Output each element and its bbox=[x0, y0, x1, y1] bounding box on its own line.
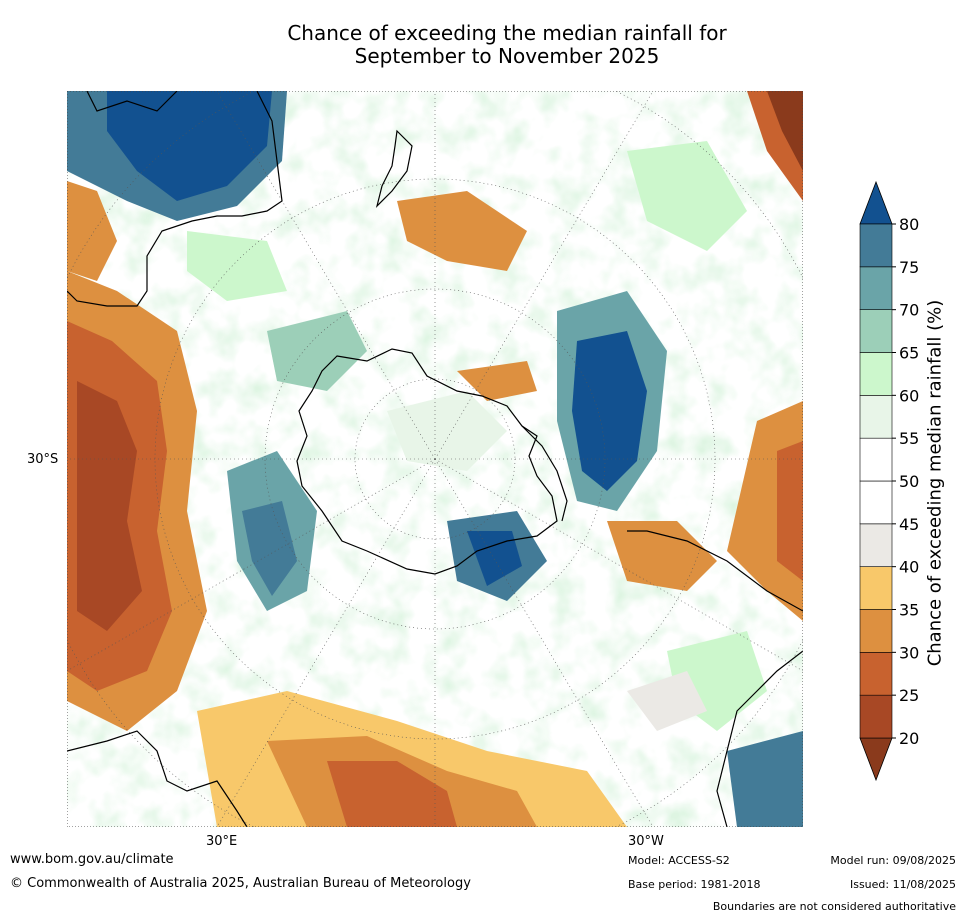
chart-title: Chance of exceeding the median rainfall … bbox=[0, 22, 965, 68]
lon-label-30e: 30°E bbox=[206, 834, 238, 849]
colorbar-label: Chance of exceeding median rainfall (%) bbox=[924, 299, 946, 667]
colorbar-under-extend bbox=[859, 737, 893, 782]
colorbar-swatches bbox=[859, 180, 893, 782]
title-line-1: Chance of exceeding the median rainfall … bbox=[287, 21, 727, 45]
colorbar-band bbox=[859, 694, 893, 739]
footer-issued: Issued: 11/08/2025 bbox=[849, 878, 956, 891]
antarctic-peninsula bbox=[521, 425, 568, 522]
footer-url[interactable]: www.bom.gov.au/climate bbox=[10, 852, 174, 867]
footer-disclaimer: Boundaries are not considered authoritat… bbox=[712, 900, 956, 913]
colorbar-band bbox=[859, 266, 893, 310]
footer-copyright: © Commonwealth of Australia 2025, Austra… bbox=[10, 876, 471, 891]
rainfall-map bbox=[67, 91, 803, 827]
anomaly-blobs bbox=[67, 91, 803, 827]
colorbar-tick-label: 40 bbox=[899, 558, 919, 577]
new-zealand-coast bbox=[375, 129, 413, 208]
footer-model: Model: ACCESS-S2 bbox=[628, 854, 730, 867]
colorbar-band bbox=[859, 609, 893, 653]
colorbar: 20 25 30 35 40 45 50 55 60 65 70 75 80 bbox=[859, 180, 919, 782]
colorbar-tick-label: 80 bbox=[899, 215, 919, 234]
colorbar-band bbox=[859, 309, 893, 353]
colorbar-band bbox=[859, 480, 893, 525]
colorbar-band bbox=[859, 652, 893, 696]
africa-coast bbox=[67, 730, 248, 827]
colorbar-band bbox=[859, 566, 893, 610]
south-america-coast bbox=[627, 530, 803, 827]
australia-coast bbox=[67, 91, 283, 307]
colorbar-tick-label: 45 bbox=[899, 515, 919, 534]
graticule bbox=[67, 91, 803, 827]
colorbar-band bbox=[859, 352, 893, 396]
lon-label-30w: 30°W bbox=[628, 834, 664, 849]
colorbar-tick-label: 60 bbox=[899, 386, 919, 405]
antarctica-coast bbox=[296, 348, 558, 575]
footer-model-run: Model run: 09/08/2025 bbox=[830, 854, 956, 867]
colorbar-tick-label: 65 bbox=[899, 344, 919, 363]
colorbar-band bbox=[859, 223, 893, 268]
colorbar-tick-label: 25 bbox=[899, 686, 919, 705]
colorbar-tick-label: 55 bbox=[899, 429, 919, 448]
colorbar-band bbox=[859, 395, 893, 439]
lat-label: 30°S bbox=[27, 452, 59, 467]
colorbar-tick-label: 30 bbox=[899, 643, 919, 662]
colorbar-tick-label: 35 bbox=[899, 601, 919, 620]
colorbar-tick-label: 20 bbox=[899, 729, 919, 748]
colorbar-tick-label: 50 bbox=[899, 472, 919, 491]
colorbar-ticks: 20 25 30 35 40 45 50 55 60 65 70 75 80 bbox=[892, 215, 919, 748]
coastlines bbox=[67, 91, 803, 827]
colorbar-over-extend bbox=[859, 180, 893, 225]
colorbar-tick-label: 70 bbox=[899, 301, 919, 320]
colorbar-band bbox=[859, 437, 893, 482]
footer-base-period: Base period: 1981-2018 bbox=[628, 878, 761, 891]
title-line-2: September to November 2025 bbox=[354, 44, 660, 68]
colorbar-band bbox=[859, 523, 893, 567]
colorbar-tick-label: 75 bbox=[899, 258, 919, 277]
